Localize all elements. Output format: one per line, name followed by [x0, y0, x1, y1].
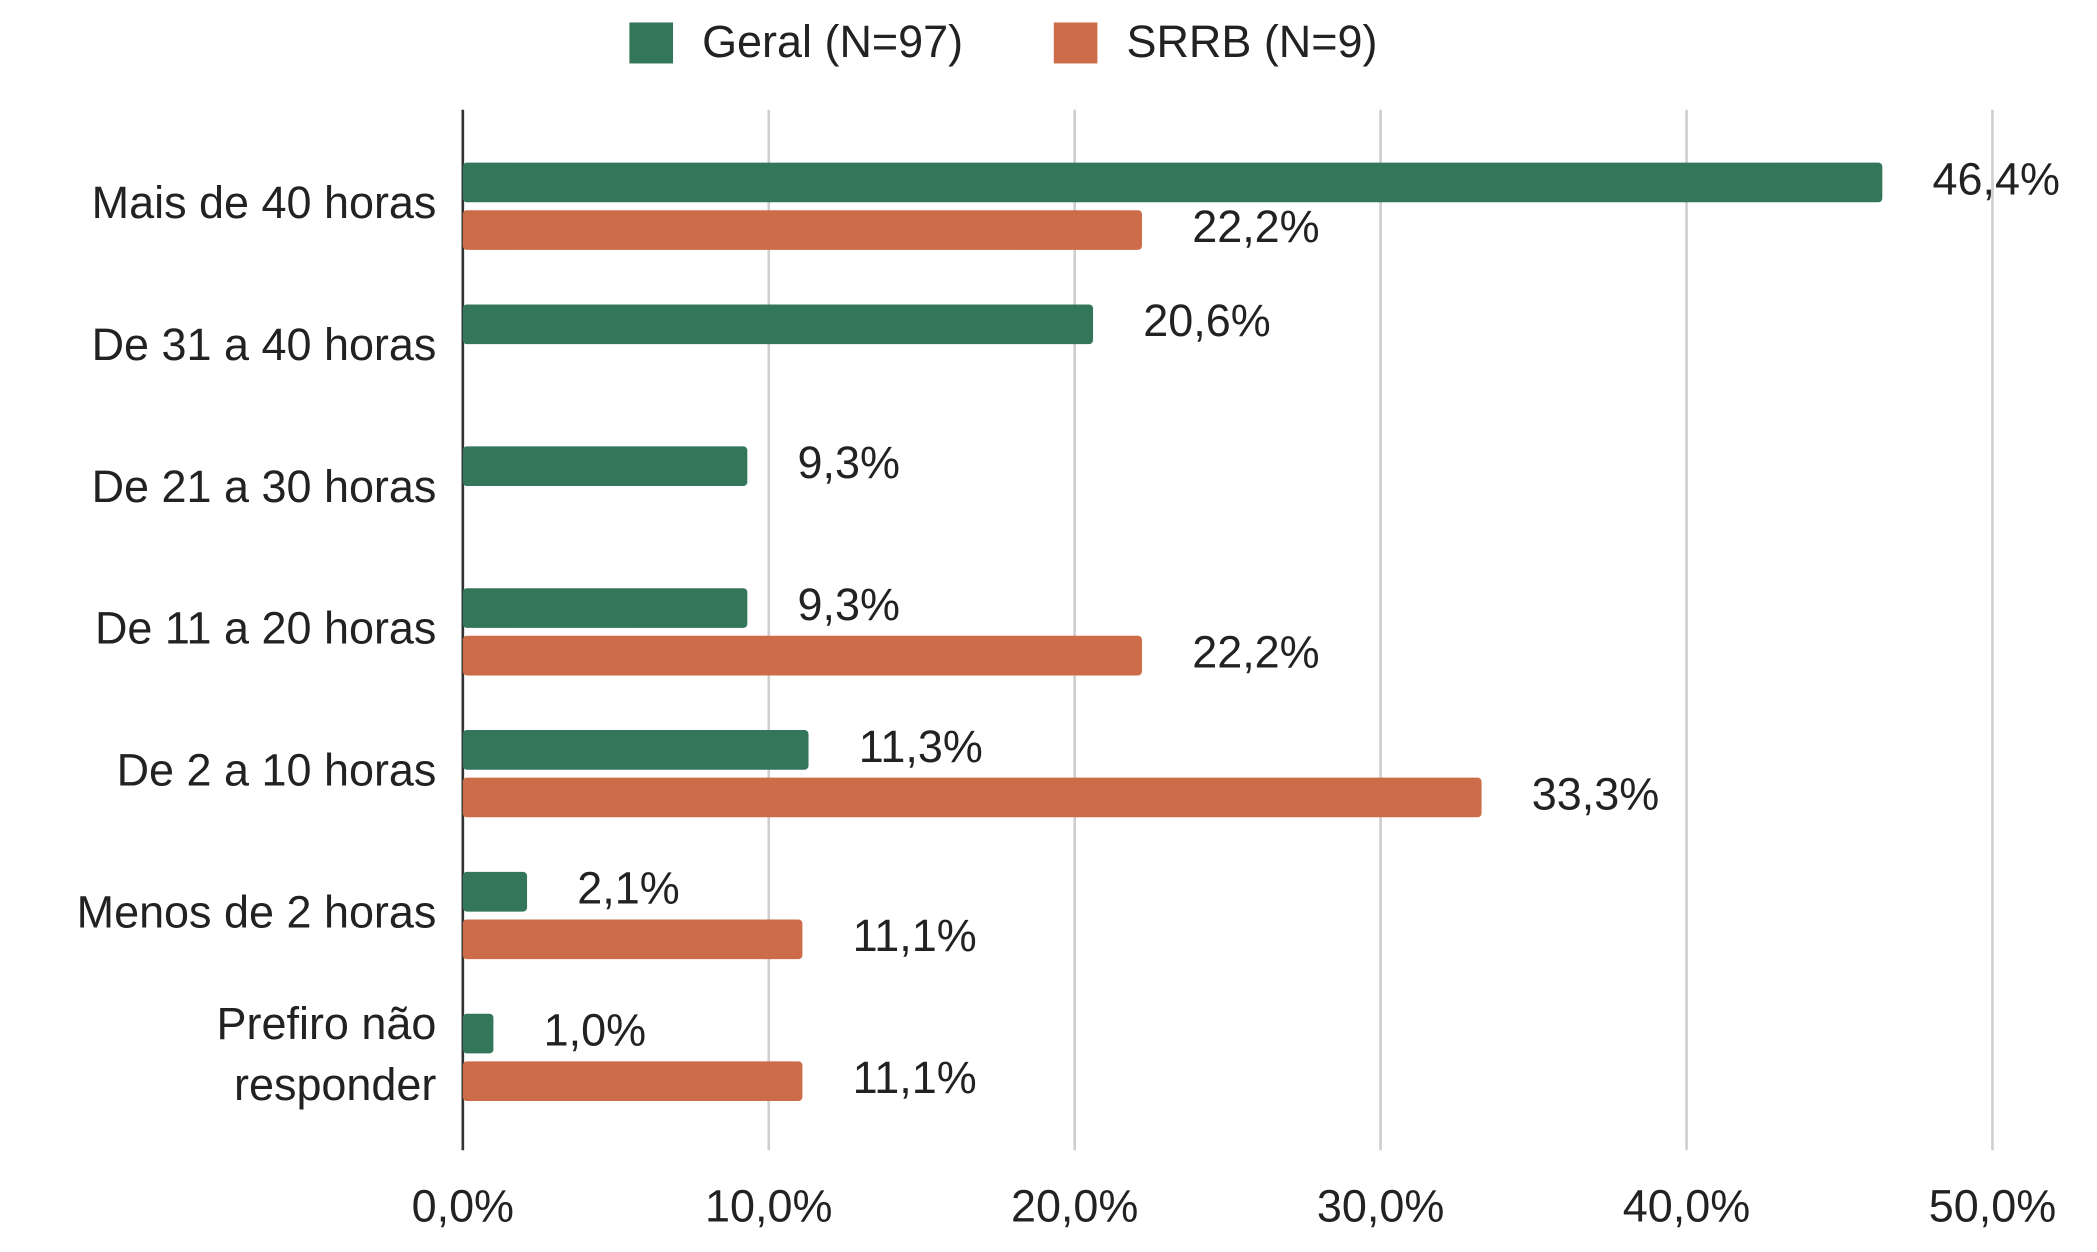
bar	[462, 919, 803, 960]
bar	[462, 777, 1482, 818]
y-tick-label: Mais de 40 horas	[92, 177, 437, 228]
x-tick-label: 10,0%	[705, 1181, 832, 1232]
bar	[462, 210, 1142, 250]
data-label: 20,6%	[1143, 295, 1270, 346]
x-tick-label: 50,0%	[1929, 1181, 2056, 1232]
data-label: 46,4%	[1933, 153, 2060, 204]
legend-label: SRRB (N=9)	[1127, 16, 1378, 67]
bar	[462, 304, 1094, 345]
bar	[462, 446, 748, 486]
legend-swatch	[629, 22, 674, 64]
data-label: 22,2%	[1192, 201, 1319, 252]
y-tick-label: De 31 a 40 horas	[92, 319, 437, 370]
legend-swatch	[1053, 22, 1098, 64]
data-label: 11,1%	[853, 910, 977, 961]
bar	[462, 871, 528, 912]
x-tick-label: 30,0%	[1317, 1181, 1444, 1232]
y-tick-label: De 21 a 30 horas	[92, 461, 437, 512]
bar	[462, 588, 748, 628]
bar	[462, 635, 1142, 676]
bar	[462, 730, 809, 770]
data-label: 1,0%	[544, 1004, 646, 1055]
data-label: 9,3%	[798, 437, 900, 488]
bar	[462, 1013, 494, 1054]
bar	[462, 1061, 803, 1102]
bar	[462, 162, 1883, 203]
data-label: 33,3%	[1532, 768, 1659, 819]
data-label: 9,3%	[798, 579, 900, 630]
legend-label: Geral (N=97)	[702, 16, 963, 67]
y-tick-label: De 2 a 10 horas	[117, 745, 437, 796]
data-label: 11,1%	[853, 1052, 977, 1103]
x-tick-label: 0,0%	[412, 1181, 514, 1232]
y-tick-label: De 11 a 20 horas	[95, 603, 436, 654]
x-tick-label: 20,0%	[1011, 1181, 1138, 1232]
y-tick-label: Menos de 2 horas	[77, 886, 437, 937]
data-label: 11,3%	[859, 721, 983, 772]
y-tick-label: Prefiro não responder	[217, 998, 437, 1110]
data-label: 2,1%	[577, 863, 679, 914]
data-label: 22,2%	[1192, 626, 1319, 677]
x-tick-label: 40,0%	[1623, 1181, 1750, 1232]
